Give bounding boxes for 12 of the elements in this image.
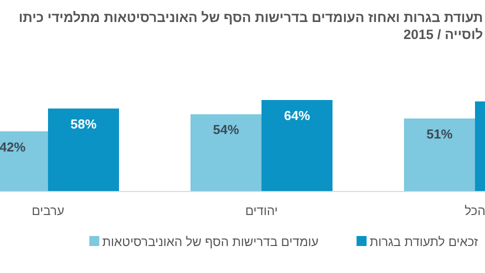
data-label: 58% [70, 116, 97, 132]
legend-label: עומדים בדרישות הסף של האוניברסיטאות [102, 235, 319, 249]
chart-subtitle: לוסייה / 2015 [403, 27, 484, 42]
data-label: 64% [284, 108, 310, 123]
chart-title: תעודת בגרות ואחוז העומדים בדרישות הסף של האוניברסיטאות מתלמידי כיתו [18, 10, 483, 25]
legend-label: זכאים לתעודת בגרות [370, 235, 478, 249]
x-tick-label: הכל [464, 204, 485, 218]
data-label: 54% [212, 122, 240, 138]
x-tick-label: יהודים [245, 204, 278, 218]
data-label: 42% [0, 139, 26, 154]
data-label: 51% [426, 126, 453, 142]
x-tick-label: ערבים [32, 204, 64, 218]
